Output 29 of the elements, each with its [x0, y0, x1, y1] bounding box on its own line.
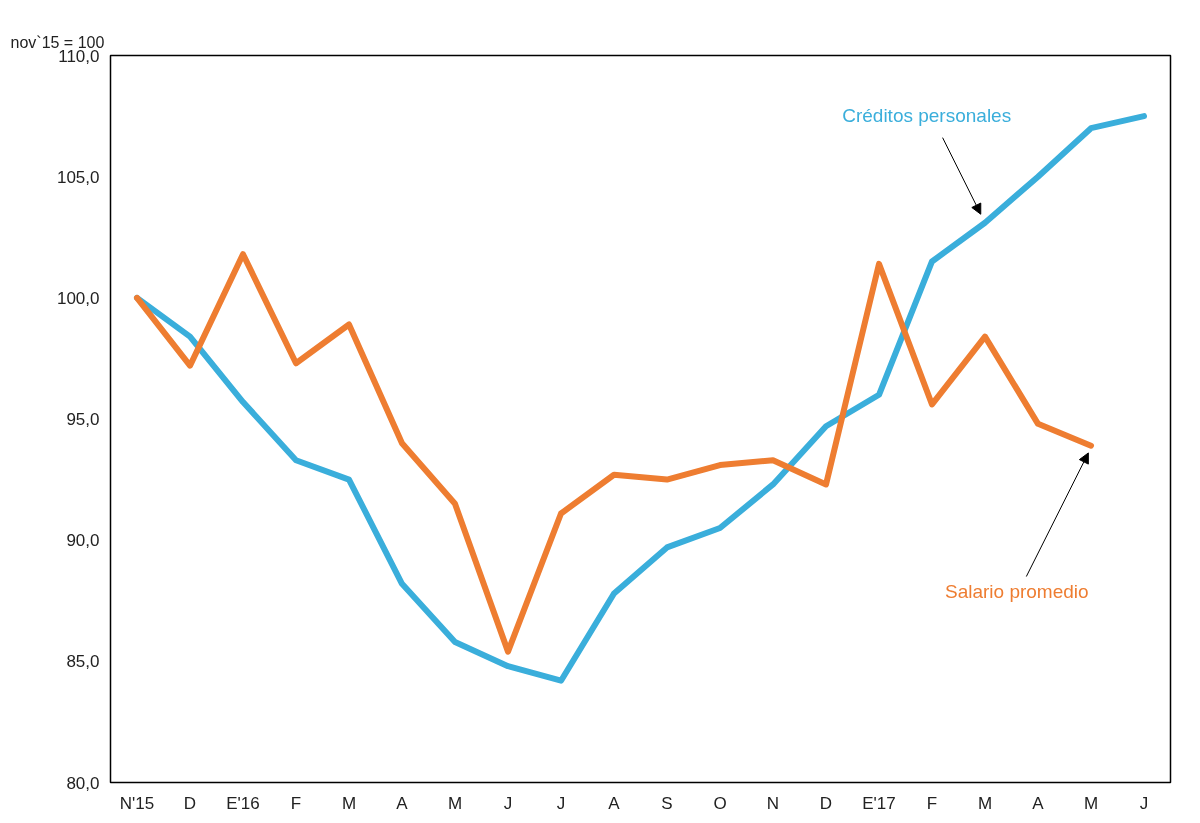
x-tick-label: J: [1139, 793, 1149, 813]
x-tick-label: M: [341, 793, 357, 813]
x-tick-label: A: [1032, 793, 1045, 813]
x-tick-label: D: [819, 793, 833, 813]
y-axis-title: nov`15 = 100: [10, 33, 105, 51]
x-tick-label: O: [713, 793, 727, 813]
x-tick-label: F: [926, 793, 938, 813]
text: Salario promedio: [944, 580, 1089, 602]
x-tick-label: A: [608, 793, 621, 813]
x-tick-label: J: [503, 793, 513, 813]
x-tick-label: M: [447, 793, 463, 813]
text: Créditos personales: [842, 105, 1012, 127]
y-tick-label: 85,0: [66, 652, 100, 672]
x-tick-label: M: [977, 793, 993, 813]
x-tick-label: E'17: [862, 793, 896, 813]
x-tick-label: M: [1083, 793, 1099, 813]
y-tick-label: 100,0: [56, 288, 100, 308]
x-tick-label: S: [661, 793, 673, 813]
x-tick-label: N: [766, 793, 780, 813]
x-tick-label: E'16: [226, 793, 260, 813]
x-tick-label: F: [290, 793, 302, 813]
y-tick-label: 90,0: [66, 531, 100, 551]
x-tick-label: D: [183, 793, 197, 813]
y-tick-label: 105,0: [56, 167, 100, 187]
y-tick-label: 80,0: [66, 773, 100, 793]
x-tick-label: A: [396, 793, 409, 813]
y-tick-label: 95,0: [66, 410, 100, 429]
x-tick-label: N'15: [119, 793, 155, 813]
x-tick-label: J: [556, 793, 566, 813]
